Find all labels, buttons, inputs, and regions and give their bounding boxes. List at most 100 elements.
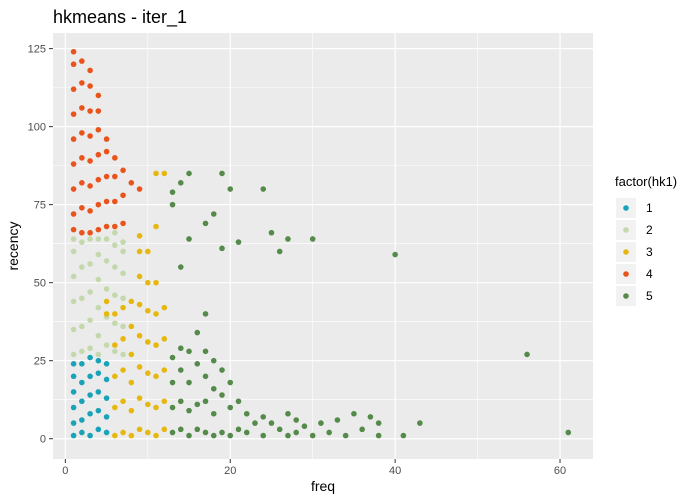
data-point — [95, 304, 102, 311]
data-point — [70, 211, 77, 217]
data-point — [79, 361, 85, 367]
data-point — [103, 361, 110, 367]
data-point — [103, 173, 110, 180]
data-point — [136, 332, 143, 339]
data-point — [70, 326, 77, 333]
data-point — [87, 410, 93, 417]
data-point — [87, 229, 93, 236]
data-point — [260, 432, 267, 439]
data-point — [79, 204, 85, 211]
data-point — [112, 373, 118, 380]
data-point — [219, 367, 225, 373]
data-point — [128, 432, 135, 439]
data-point — [103, 311, 110, 317]
data-point — [79, 398, 85, 405]
data-point — [177, 180, 184, 186]
legend-marker — [623, 205, 629, 211]
data-point — [79, 229, 85, 236]
data-point — [136, 395, 143, 401]
x-tick-label: 60 — [554, 465, 566, 477]
legend-label: 3 — [646, 245, 653, 259]
legend-marker — [623, 293, 629, 299]
data-point — [177, 398, 184, 405]
data-point — [70, 420, 77, 426]
data-point — [392, 251, 398, 258]
data-point — [79, 155, 85, 161]
data-point — [194, 426, 201, 433]
data-point — [79, 417, 85, 423]
data-points — [70, 48, 572, 439]
data-point — [103, 286, 110, 292]
data-point — [70, 404, 77, 411]
data-point — [70, 48, 77, 55]
data-point — [235, 398, 242, 405]
data-point — [120, 295, 126, 302]
data-point — [177, 264, 184, 270]
data-point — [202, 220, 209, 227]
data-point — [301, 423, 308, 430]
data-point — [145, 370, 151, 376]
data-point — [112, 292, 118, 298]
legend-marker — [623, 227, 629, 233]
data-point — [145, 279, 151, 286]
data-point — [318, 420, 324, 426]
data-point — [367, 414, 374, 420]
data-point — [227, 404, 234, 411]
data-point — [95, 251, 102, 258]
data-point — [342, 432, 349, 439]
data-point — [243, 410, 250, 417]
data-point — [120, 398, 126, 405]
data-point — [177, 345, 184, 352]
data-point — [112, 432, 118, 439]
data-point — [186, 348, 192, 355]
data-point — [79, 323, 85, 330]
data-point — [161, 304, 168, 311]
data-point — [260, 186, 267, 192]
data-point — [177, 426, 184, 433]
data-point — [161, 367, 168, 373]
data-point — [103, 376, 110, 383]
data-point — [177, 367, 184, 373]
data-point — [95, 370, 102, 376]
data-point — [70, 136, 77, 142]
data-point — [153, 170, 159, 177]
data-point — [87, 354, 93, 361]
legend-label: 4 — [646, 267, 653, 281]
data-point — [70, 361, 77, 367]
data-point — [103, 198, 110, 205]
data-point — [95, 226, 102, 233]
data-point — [153, 373, 159, 380]
data-point — [87, 83, 93, 89]
data-point — [112, 320, 118, 327]
data-point — [145, 429, 151, 436]
data-point — [103, 258, 110, 264]
axes: 0 20 40 60 0 25 50 75 100 125 — [28, 44, 567, 477]
data-point — [145, 248, 151, 255]
data-point — [70, 389, 77, 395]
data-point — [202, 398, 209, 405]
y-tick-label: 0 — [40, 434, 46, 446]
x-tick-label: 0 — [62, 465, 68, 477]
data-point — [70, 161, 77, 167]
data-point — [235, 239, 242, 245]
legend-marker — [623, 271, 629, 277]
x-tick-label: 40 — [389, 465, 401, 477]
data-point — [285, 432, 291, 439]
data-point — [169, 201, 176, 208]
data-point — [145, 339, 151, 345]
y-tick-label: 75 — [34, 200, 46, 212]
data-point — [87, 133, 93, 139]
legend-label: 5 — [646, 289, 653, 303]
data-point — [276, 248, 283, 255]
data-point — [285, 410, 291, 417]
data-point — [112, 348, 118, 355]
data-point — [194, 329, 201, 336]
data-point — [79, 264, 85, 270]
data-point — [87, 373, 93, 380]
data-point — [120, 192, 126, 199]
data-point — [103, 148, 110, 155]
data-point — [95, 426, 102, 433]
data-point — [95, 108, 102, 114]
data-point — [95, 357, 102, 364]
data-point — [219, 170, 225, 177]
